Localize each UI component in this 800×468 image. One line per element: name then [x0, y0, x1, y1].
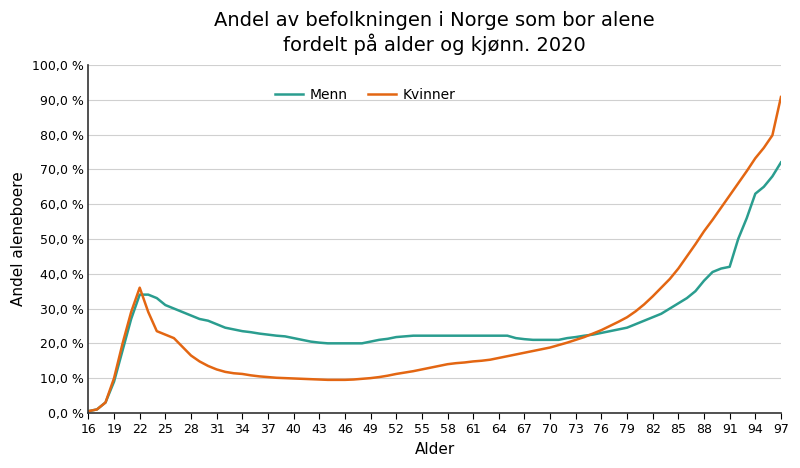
- Title: Andel av befolkningen i Norge som bor alene
fordelt på alder og kjønn. 2020: Andel av befolkningen i Norge som bor al…: [214, 11, 655, 55]
- Menn: [84, 409, 94, 414]
- Menn: [409, 333, 418, 338]
- Kvinner: [639, 301, 649, 307]
- Menn: [280, 334, 290, 339]
- Kvinner: [409, 368, 418, 374]
- Line: Kvinner: Kvinner: [89, 97, 781, 411]
- Menn: [776, 160, 786, 165]
- Kvinner: [776, 94, 786, 100]
- Kvinner: [272, 375, 282, 380]
- Kvinner: [280, 375, 290, 381]
- Menn: [272, 333, 282, 338]
- Kvinner: [622, 314, 632, 320]
- Menn: [639, 318, 649, 323]
- Legend: Menn, Kvinner: Menn, Kvinner: [270, 82, 462, 108]
- Menn: [246, 329, 256, 335]
- X-axis label: Alder: Alder: [414, 442, 455, 457]
- Menn: [622, 325, 632, 330]
- Kvinner: [246, 373, 256, 378]
- Kvinner: [84, 409, 94, 414]
- Line: Menn: Menn: [89, 162, 781, 411]
- Y-axis label: Andel aleneboere: Andel aleneboere: [11, 172, 26, 307]
